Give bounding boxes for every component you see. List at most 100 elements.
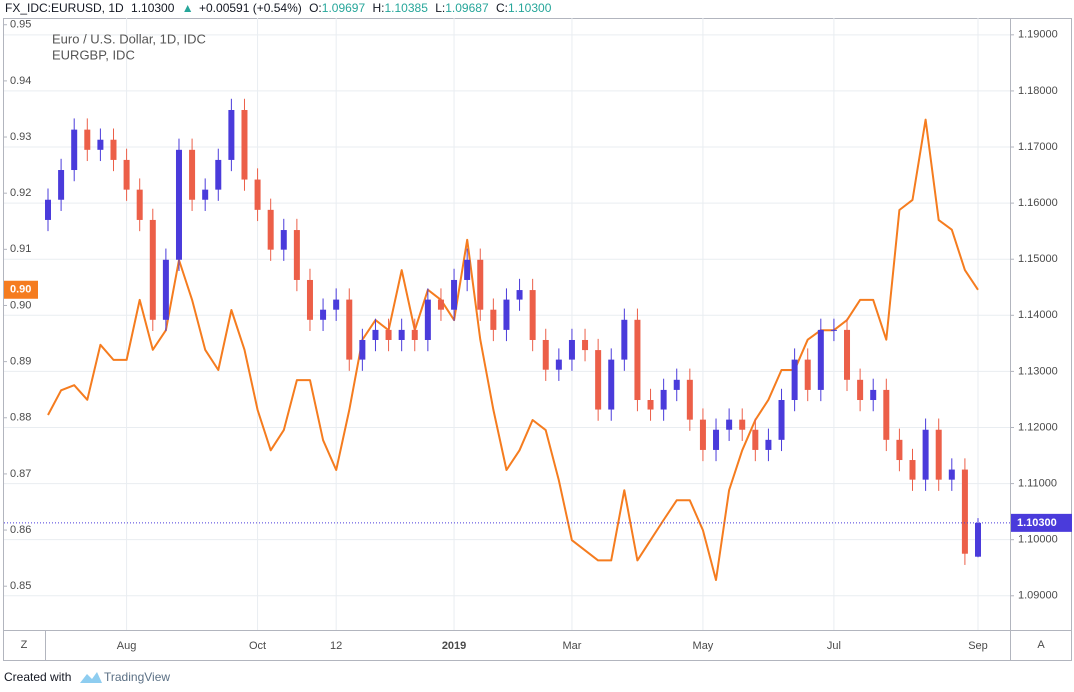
candle-body [739,419,746,430]
candle-body [922,429,929,480]
candle-body [293,230,300,280]
candle-body [385,329,392,340]
candle-body [608,359,615,410]
candle-body [45,199,51,220]
y2-tick-label: 1.09000 [1018,590,1058,602]
x-tick-label: Jul [827,640,841,652]
candle-body [830,329,837,331]
candle-body [791,359,798,401]
symbol: FX_IDC:EURUSD, 1D [5,1,124,15]
candle-body [477,259,484,310]
y-tick-label: 0.95 [10,19,31,31]
y2-tick-label: 1.17000 [1018,141,1058,153]
candle-body [424,299,431,340]
candle-body [726,419,733,430]
candle-body [699,419,706,450]
brand-logo [80,672,102,683]
candle-body [844,329,851,380]
last-value-box [4,280,38,299]
candle-body [372,329,379,340]
candle-body [359,339,366,360]
candle-body [660,389,667,410]
candle-body [254,179,261,210]
y-tick-label: 0.85 [10,580,31,592]
candle-body [333,299,340,310]
header: FX_IDC:EURUSD, 1D 1.10300 ▲ +0.00591 (+0… [5,1,552,15]
candle-body [673,379,680,390]
candle-body [398,329,405,340]
last-value-label: 0.90 [10,284,31,296]
ohlc-value: 1.09687 [445,1,489,15]
candle-body [542,339,549,370]
y-tick-label: 0.91 [10,243,31,255]
y2-tick-label: 1.18000 [1018,85,1058,97]
last-price-box [1011,513,1072,532]
candle-body [451,279,458,310]
y-tick-label: 0.90 [10,299,31,311]
candle-body [529,290,536,340]
legend-entry: Euro / U.S. Dollar, 1D, IDC [52,31,206,46]
footer-created: Created with [4,670,71,684]
y-tick-label: 0.89 [10,356,31,368]
candle-body [411,329,418,340]
candle-body [817,329,824,390]
candle-body [909,460,916,480]
y-tick-label: 0.86 [10,524,31,536]
candle-body [464,259,471,280]
candle-body [175,149,182,260]
x-tick-label: May [693,640,714,652]
ohlc-value: 1.10385 [385,1,429,15]
x-tick-label: Aug [117,640,137,652]
candle-body [870,389,877,401]
x-tick-label: Oct [249,640,266,652]
y2-tick-label: 1.10000 [1018,534,1058,546]
candle-body [778,400,785,440]
candle-body [110,139,117,160]
candle-body [202,189,209,200]
ohlc-label: L: [435,1,445,15]
candle-body [241,109,248,180]
candle-body [136,189,143,220]
candle-body [857,379,864,401]
candle-body [215,159,222,190]
candle-body [647,400,654,410]
y2-tick-label: 1.11000 [1018,477,1057,489]
candle-body [58,170,65,200]
candle-body [948,469,955,480]
ohlc-label: C: [496,1,508,15]
frame [3,18,1072,661]
candle-body [975,522,981,557]
candle-body [490,309,497,330]
candle-body [595,350,602,410]
footer-brand[interactable]: TradingView [104,670,170,684]
candle-body [320,309,327,320]
y2-tick-label: 1.12000 [1018,421,1058,433]
auto-scale-button[interactable]: A [1037,639,1045,651]
candle-body [162,259,169,320]
candle-body [752,429,759,450]
candle-body [568,339,575,360]
change-arrow: ▲ [182,1,194,15]
y-tick-label: 0.93 [10,131,31,143]
candle-body [267,209,274,250]
candle-body [686,379,693,420]
candle-body [621,319,628,360]
y2-tick-label: 1.19000 [1018,29,1058,41]
candle-body [84,129,91,150]
candle-body [306,279,313,320]
y2-tick-label: 1.13000 [1018,365,1058,377]
change: +0.00591 (+0.54%) [199,1,302,15]
candle-body [97,139,104,150]
candle-body [713,429,720,450]
candle-body [189,149,196,200]
legend-entry: EURGBP, IDC [52,47,135,62]
candle-body [555,359,562,370]
last-price-label: 1.10300 [1017,517,1057,529]
y-tick-label: 0.94 [10,75,31,87]
zoom-button[interactable]: Z [21,639,28,651]
x-tick-label: 2019 [442,640,466,652]
ohlc-value: 1.09697 [322,1,366,15]
last-price: 1.10300 [131,1,175,15]
